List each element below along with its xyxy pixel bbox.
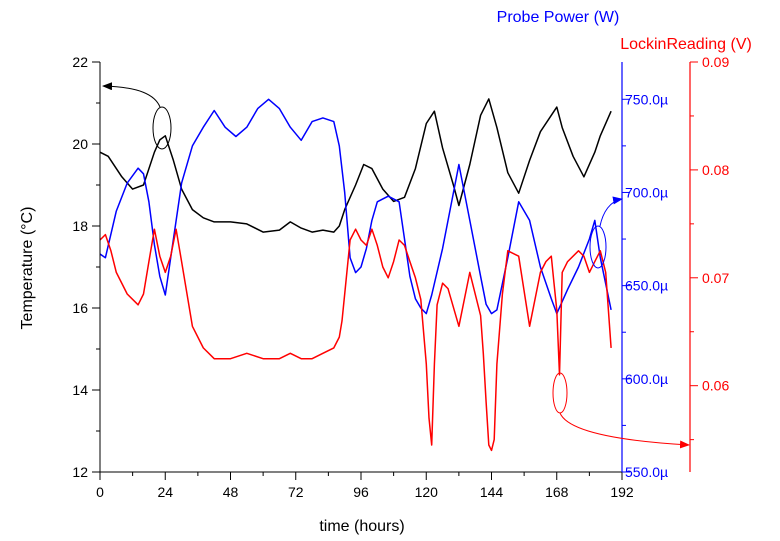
probe-power-tick-label: 550.0µ [625, 464, 668, 480]
temperature-callout [102, 82, 172, 150]
probe-power-tick-label: 650.0µ [625, 278, 668, 294]
x-tick-label: 168 [545, 484, 569, 500]
x-tick-label: 96 [353, 484, 369, 500]
temperature-tick-label: 12 [72, 464, 88, 480]
lockin-tick-label: 0.09 [702, 54, 729, 70]
probe-power-axis-title: Probe Power (W) [497, 9, 620, 26]
x-tick-label: 144 [480, 484, 504, 500]
temperature-axis-title: Temperature (°C) [19, 207, 36, 330]
probe-power-callout-arrow [599, 196, 623, 227]
temperature-tick-label: 20 [72, 136, 88, 152]
lockin-tick-label: 0.07 [702, 270, 729, 286]
series-line-temperature [99, 98, 612, 233]
probe-power-tick-label: 600.0µ [625, 371, 668, 387]
x-tick-label: 0 [96, 484, 104, 500]
lockin-callout-ellipse [552, 372, 568, 414]
probe-power-callout [589, 196, 623, 269]
probe-power-tick-label: 750.0µ [625, 91, 668, 107]
plot-area [99, 98, 612, 452]
lockin-tick-label: 0.08 [702, 162, 729, 178]
lockin-tick-label: 0.06 [702, 378, 729, 394]
x-axis-title: time (hours) [319, 518, 404, 535]
x-tick-label: 48 [223, 484, 239, 500]
probe-power-tick-label: 700.0µ [625, 184, 668, 200]
temperature-tick-label: 14 [72, 382, 88, 398]
temperature-tick-label: 16 [72, 300, 88, 316]
x-tick-label: 120 [415, 484, 439, 500]
lockin-callout-arrow [559, 412, 690, 449]
series-line-probe-power [99, 98, 612, 315]
lockin-axis-title: LockinReading (V) [620, 36, 752, 53]
temperature-tick-label: 22 [72, 54, 88, 70]
temperature-callout-ellipse [152, 106, 172, 150]
lockin-callout [552, 372, 690, 449]
probe-power-callout-ellipse [589, 225, 607, 269]
x-tick-label: 24 [157, 484, 173, 500]
axes: 12 14 16 18 20 22 0 24 48 72 96 120 144 168 192 550.0µ 6… [72, 54, 729, 500]
x-tick-label: 72 [288, 484, 304, 500]
x-tick-label: 192 [610, 484, 634, 500]
temperature-callout-arrow [102, 82, 161, 108]
temperature-tick-label: 18 [72, 218, 88, 234]
series-line-lockinreading [99, 228, 612, 452]
